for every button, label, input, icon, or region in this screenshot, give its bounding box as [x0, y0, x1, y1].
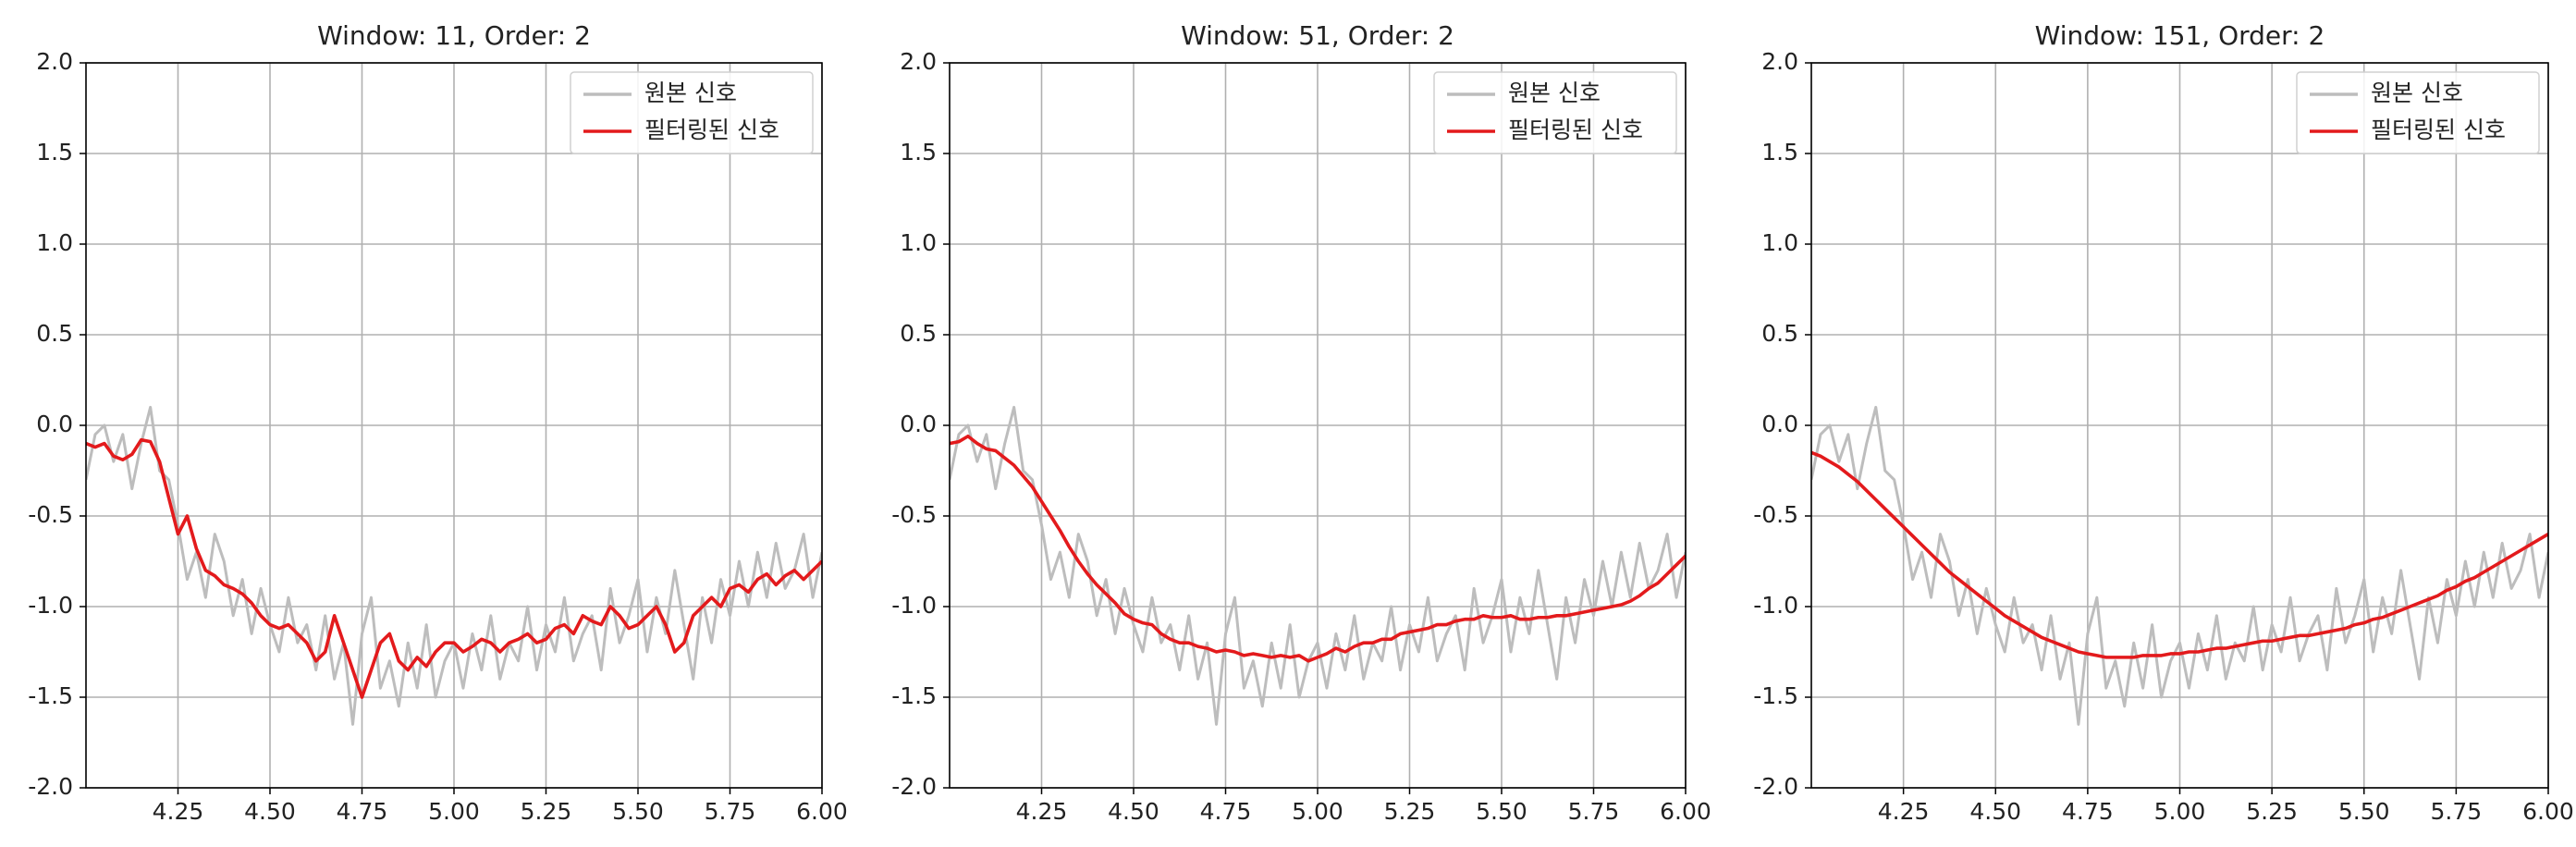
y-tick-label: -2.0: [28, 773, 73, 800]
y-tick-label: -1.0: [891, 592, 937, 619]
axes-frame: [949, 62, 1687, 789]
legend-box: [2296, 71, 2540, 154]
legend-label: 원본 신호: [1508, 80, 1601, 106]
x-tick-label: 5.75: [1568, 798, 1620, 825]
plot-area: [1811, 405, 2548, 726]
y-tick-label: 1.5: [900, 139, 937, 166]
y-tick-label: -1.0: [1753, 592, 1798, 619]
legend-box: [570, 71, 814, 154]
series-line: [86, 437, 822, 699]
x-tick-label: 5.00: [2154, 798, 2206, 825]
y-tick-label: 0.0: [36, 411, 73, 437]
x-tick-label: 5.25: [1384, 798, 1436, 825]
series-line: [1811, 405, 2548, 726]
x-tick-label: 5.00: [1292, 798, 1343, 825]
x-tick-label: 5.25: [521, 798, 572, 825]
legend-label: 필터링된 신호: [2371, 117, 2506, 143]
chart-title: Window: 151, Order: 2: [2035, 20, 2325, 51]
y-tick-label: -1.5: [28, 682, 73, 709]
y-tick-label: -1.5: [891, 682, 937, 709]
x-tick-label: 4.50: [1108, 798, 1159, 825]
x-tick-label: 4.75: [337, 798, 388, 825]
x-tick-label: 6.00: [2522, 798, 2574, 825]
subplot: Window: 51, Order: 2 -2.0 -1.5 -1.0 -0.5 0.0 0…: [891, 20, 1711, 825]
axes-frame: [85, 62, 823, 789]
legend-box: [1433, 71, 1677, 154]
y-tick-label: -1.0: [28, 592, 73, 619]
y-tick-label: 0.5: [1761, 320, 1798, 347]
legend-label: 원본 신호: [2371, 80, 2463, 106]
chart-title: Window: 11, Order: 2: [317, 20, 591, 51]
y-tick-label: 2.0: [1761, 48, 1798, 75]
y-tick-label: 1.5: [36, 139, 73, 166]
x-tick-label: 4.25: [1878, 798, 1930, 825]
y-tick-label: -2.0: [1753, 773, 1798, 800]
x-tick-label: 5.00: [428, 798, 480, 825]
x-tick-label: 5.75: [705, 798, 756, 825]
x-tick-label: 4.75: [2062, 798, 2114, 825]
y-tick-label: -0.5: [1753, 501, 1798, 528]
x-tick-label: 5.50: [612, 798, 664, 825]
y-tick-label: 1.0: [36, 229, 73, 256]
y-tick-label: -0.5: [891, 501, 937, 528]
y-tick-label: 2.0: [900, 48, 937, 75]
series-line: [950, 405, 1686, 726]
y-tick-label: 1.5: [1761, 139, 1798, 166]
y-tick-label: 1.0: [1761, 229, 1798, 256]
y-tick-label: -1.5: [1753, 682, 1798, 709]
y-tick-label: 0.5: [36, 320, 73, 347]
y-tick-label: 0.0: [900, 411, 937, 437]
legend-label: 원본 신호: [644, 80, 737, 106]
plot-area: [86, 405, 822, 726]
y-tick-label: 0.5: [900, 320, 937, 347]
y-tick-label: 0.0: [1761, 411, 1798, 437]
x-tick-label: 6.00: [1660, 798, 1711, 825]
legend-label: 필터링된 신호: [1508, 117, 1643, 143]
axes-frame: [1810, 62, 2549, 789]
x-tick-label: 4.75: [1200, 798, 1252, 825]
series-line: [950, 434, 1686, 663]
y-tick-label: -0.5: [28, 501, 73, 528]
x-tick-label: 4.25: [153, 798, 204, 825]
series-line: [1811, 450, 2548, 659]
y-tick-label: 2.0: [36, 48, 73, 75]
x-tick-label: 5.75: [2431, 798, 2483, 825]
x-tick-label: 5.25: [2246, 798, 2298, 825]
subplot: Window: 11, Order: 2 -2.0 -1.5 -1.0 -0.5 0.0 0…: [28, 20, 848, 825]
plot-area: [950, 405, 1686, 726]
x-tick-label: 5.50: [2338, 798, 2390, 825]
chart-title: Window: 51, Order: 2: [1181, 20, 1454, 51]
x-tick-label: 6.00: [796, 798, 848, 825]
x-tick-label: 5.50: [1476, 798, 1527, 825]
x-tick-label: 4.25: [1016, 798, 1068, 825]
y-tick-label: 1.0: [900, 229, 937, 256]
y-tick-label: -2.0: [891, 773, 937, 800]
x-tick-label: 4.50: [244, 798, 296, 825]
subplot: Window: 151, Order: 2 -2.0 -1.5 -1.0 -0.5 0.0…: [1753, 20, 2574, 825]
legend-label: 필터링된 신호: [644, 117, 779, 143]
x-tick-label: 4.50: [1969, 798, 2021, 825]
